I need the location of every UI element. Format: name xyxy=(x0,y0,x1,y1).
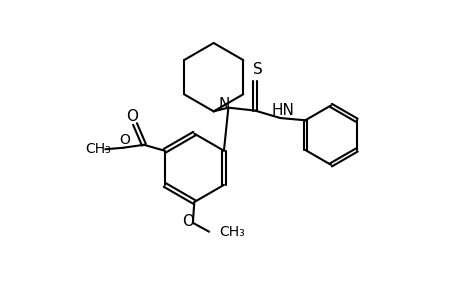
Text: S: S xyxy=(253,61,263,76)
Text: O: O xyxy=(182,214,194,229)
Text: CH₃: CH₃ xyxy=(85,142,111,156)
Text: HN: HN xyxy=(271,103,294,118)
Text: O: O xyxy=(119,133,130,147)
Text: N: N xyxy=(218,97,229,112)
Text: CH₃: CH₃ xyxy=(219,225,245,239)
Text: O: O xyxy=(126,109,138,124)
